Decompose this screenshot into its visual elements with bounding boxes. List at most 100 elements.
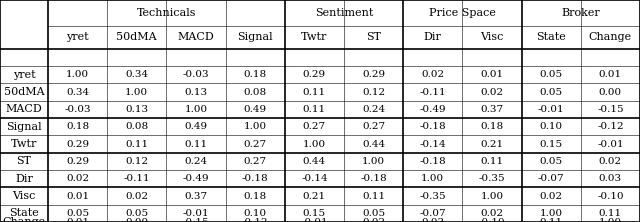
Text: -0.15: -0.15 <box>597 105 624 114</box>
Text: -0.15: -0.15 <box>182 218 209 222</box>
Text: 1.00: 1.00 <box>66 70 89 79</box>
Text: Price Space: Price Space <box>429 8 496 18</box>
Text: Change: Change <box>3 217 45 222</box>
Text: -0.35: -0.35 <box>479 174 506 183</box>
Text: Change: Change <box>589 32 632 42</box>
Text: -0.11: -0.11 <box>419 88 446 97</box>
Text: 0.29: 0.29 <box>303 70 326 79</box>
Text: 0.11: 0.11 <box>303 105 326 114</box>
Text: -0.03: -0.03 <box>64 105 91 114</box>
Text: -0.18: -0.18 <box>242 174 269 183</box>
Text: 1.00: 1.00 <box>244 122 267 131</box>
Text: 1.00: 1.00 <box>303 140 326 149</box>
Text: 0.01: 0.01 <box>599 70 622 79</box>
Text: -0.07: -0.07 <box>538 174 564 183</box>
Text: -0.35: -0.35 <box>419 192 446 200</box>
Text: 0.02: 0.02 <box>599 157 622 166</box>
Text: 0.27: 0.27 <box>303 122 326 131</box>
Text: -0.14: -0.14 <box>301 174 328 183</box>
Text: -0.10: -0.10 <box>597 192 624 200</box>
Text: 0.34: 0.34 <box>66 88 89 97</box>
Text: -0.18: -0.18 <box>360 174 387 183</box>
Text: 0.49: 0.49 <box>184 122 207 131</box>
Text: 0.01: 0.01 <box>66 218 89 222</box>
Text: 50dMA: 50dMA <box>4 87 44 97</box>
Text: -0.12: -0.12 <box>597 122 624 131</box>
Text: 0.12: 0.12 <box>125 157 148 166</box>
Text: 0.00: 0.00 <box>125 218 148 222</box>
Text: 0.18: 0.18 <box>481 122 504 131</box>
Text: -0.49: -0.49 <box>182 174 209 183</box>
Text: 0.05: 0.05 <box>125 209 148 218</box>
Text: 1.00: 1.00 <box>421 174 444 183</box>
Text: -0.07: -0.07 <box>419 209 446 218</box>
Text: 0.05: 0.05 <box>540 157 563 166</box>
Text: 0.10: 0.10 <box>244 209 267 218</box>
Text: yret: yret <box>13 70 35 80</box>
Text: 0.11: 0.11 <box>599 209 622 218</box>
Text: 0.15: 0.15 <box>540 140 563 149</box>
Text: MACD: MACD <box>178 32 214 42</box>
Text: Twtr: Twtr <box>301 32 328 42</box>
Text: 0.18: 0.18 <box>244 70 267 79</box>
Text: -0.01: -0.01 <box>597 140 624 149</box>
Text: 0.34: 0.34 <box>125 70 148 79</box>
Text: -0.03: -0.03 <box>182 70 209 79</box>
Text: 0.08: 0.08 <box>244 88 267 97</box>
Text: Visc: Visc <box>12 191 36 201</box>
Text: 0.02: 0.02 <box>481 209 504 218</box>
Text: -0.01: -0.01 <box>538 105 564 114</box>
Text: 0.29: 0.29 <box>66 157 89 166</box>
Text: 0.11: 0.11 <box>303 88 326 97</box>
Text: 0.44: 0.44 <box>362 140 385 149</box>
Text: Dir: Dir <box>15 174 33 184</box>
Text: 0.29: 0.29 <box>362 70 385 79</box>
Text: State: State <box>536 32 566 42</box>
Text: yret: yret <box>67 32 89 42</box>
Text: -0.11: -0.11 <box>124 174 150 183</box>
Text: 0.21: 0.21 <box>481 140 504 149</box>
Text: 0.11: 0.11 <box>184 140 207 149</box>
Text: 0.03: 0.03 <box>599 174 622 183</box>
Text: 1.00: 1.00 <box>362 157 385 166</box>
Text: -0.18: -0.18 <box>419 157 446 166</box>
Text: 1.00: 1.00 <box>599 218 622 222</box>
Text: Sentiment: Sentiment <box>315 8 373 18</box>
Text: 0.00: 0.00 <box>599 88 622 97</box>
Text: 0.27: 0.27 <box>362 122 385 131</box>
Text: ST: ST <box>17 156 31 166</box>
Text: 0.37: 0.37 <box>481 105 504 114</box>
Text: 0.05: 0.05 <box>540 70 563 79</box>
Text: Dir: Dir <box>424 32 442 42</box>
Text: -0.49: -0.49 <box>419 105 446 114</box>
Text: 0.24: 0.24 <box>362 105 385 114</box>
Text: ST: ST <box>366 32 381 42</box>
Text: -0.01: -0.01 <box>301 218 328 222</box>
Text: 0.11: 0.11 <box>540 218 563 222</box>
Text: 0.27: 0.27 <box>244 140 267 149</box>
Text: 0.11: 0.11 <box>362 192 385 200</box>
Text: 0.13: 0.13 <box>184 88 207 97</box>
Text: 0.29: 0.29 <box>66 140 89 149</box>
Text: 0.03: 0.03 <box>421 218 444 222</box>
Text: 0.02: 0.02 <box>421 70 444 79</box>
Text: 0.24: 0.24 <box>184 157 207 166</box>
Text: -0.12: -0.12 <box>242 218 269 222</box>
Text: 0.12: 0.12 <box>362 88 385 97</box>
Text: 0.02: 0.02 <box>540 192 563 200</box>
Text: 50dMA: 50dMA <box>116 32 157 42</box>
Text: -0.01: -0.01 <box>182 209 209 218</box>
Text: Technicals: Technicals <box>137 8 196 18</box>
Text: 0.15: 0.15 <box>303 209 326 218</box>
Text: 0.18: 0.18 <box>244 192 267 200</box>
Text: 0.11: 0.11 <box>481 157 504 166</box>
Text: State: State <box>9 208 39 218</box>
Text: 1.00: 1.00 <box>125 88 148 97</box>
Text: Broker: Broker <box>561 8 600 18</box>
Text: Visc: Visc <box>480 32 504 42</box>
Text: MACD: MACD <box>6 104 42 115</box>
Text: 0.10: 0.10 <box>540 122 563 131</box>
Text: Signal: Signal <box>6 122 42 132</box>
Text: 0.27: 0.27 <box>244 157 267 166</box>
Text: 1.00: 1.00 <box>540 209 563 218</box>
